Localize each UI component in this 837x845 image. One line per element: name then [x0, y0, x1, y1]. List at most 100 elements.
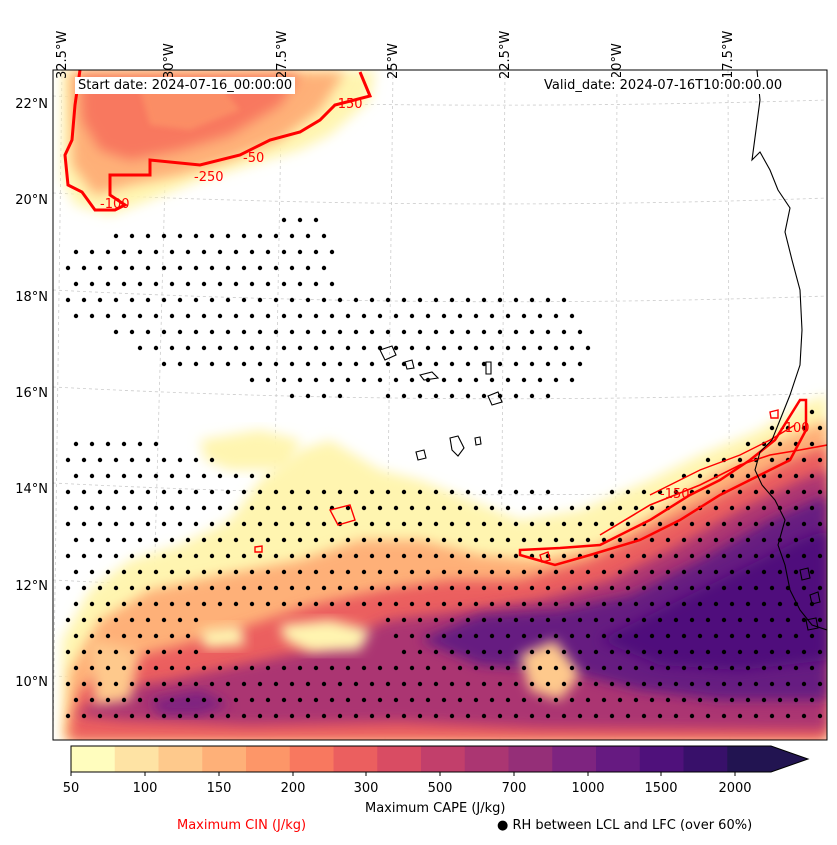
rh-dot	[809, 569, 815, 575]
rh-dot	[201, 473, 207, 479]
rh-dot	[521, 601, 527, 607]
rh-dot	[121, 569, 127, 575]
rh-dot	[345, 505, 351, 511]
rh-dot	[65, 265, 71, 271]
rh-dot	[321, 553, 327, 559]
rh-dot	[273, 713, 279, 719]
rh-dot	[617, 601, 623, 607]
rh-dot	[89, 569, 95, 575]
rh-dot	[745, 441, 751, 447]
rh-dot	[73, 665, 79, 671]
colorbar-segment	[246, 746, 291, 772]
rh-dot	[409, 345, 415, 351]
rh-dot	[369, 297, 375, 303]
rh-dot	[153, 537, 159, 543]
rh-dot	[321, 297, 327, 303]
rh-dot	[313, 665, 319, 671]
rh-dot	[353, 297, 359, 303]
rh-dot	[593, 649, 599, 655]
rh-dot	[265, 249, 271, 255]
rh-dot	[489, 569, 495, 575]
rh-dot	[361, 377, 367, 383]
rh-dot	[385, 489, 391, 495]
rh-dot	[593, 681, 599, 687]
rh-dot	[465, 393, 471, 399]
rh-dot	[337, 297, 343, 303]
rh-dot	[161, 713, 167, 719]
rh-dot	[297, 665, 303, 671]
rh-dot	[81, 617, 87, 623]
rh-dot	[473, 665, 479, 671]
rh-dot	[257, 265, 263, 271]
rh-dot	[713, 665, 719, 671]
rh-dot	[753, 585, 759, 591]
rh-dot	[601, 665, 607, 671]
rh-dot	[185, 537, 191, 543]
rh-dot	[697, 601, 703, 607]
rh-dot	[425, 601, 431, 607]
rh-dot	[505, 377, 511, 383]
rh-dot	[281, 313, 287, 319]
rh-dot	[809, 665, 815, 671]
rh-dot	[553, 537, 559, 543]
rh-dot	[553, 345, 559, 351]
rh-dot	[657, 617, 663, 623]
rh-dot	[561, 297, 567, 303]
rh-dot	[73, 281, 79, 287]
rh-dot	[817, 457, 823, 463]
rh-dot	[369, 521, 375, 527]
rh-dot	[737, 489, 743, 495]
rh-dot	[457, 569, 463, 575]
rh-dot	[513, 585, 519, 591]
rh-dot	[105, 665, 111, 671]
rh-dot	[521, 665, 527, 671]
rh-dot	[353, 713, 359, 719]
rh-dot	[793, 505, 799, 511]
rh-dot	[281, 601, 287, 607]
rh-dot	[481, 681, 487, 687]
rh-dot	[497, 361, 503, 367]
rh-dot	[577, 361, 583, 367]
rh-dot	[385, 329, 391, 335]
rh-dot	[257, 233, 263, 239]
rh-dot	[473, 697, 479, 703]
rh-dot	[201, 313, 207, 319]
rh-dot	[569, 377, 575, 383]
rh-dot	[353, 361, 359, 367]
island-sao-vicente	[404, 359, 415, 370]
rh-dot	[737, 617, 743, 623]
rh-dot	[521, 537, 527, 543]
rh-dot	[489, 665, 495, 671]
rh-dot	[337, 329, 343, 335]
rh-dot	[433, 361, 439, 367]
rh-dot	[417, 585, 423, 591]
rh-dot	[321, 265, 327, 271]
rh-dot	[113, 233, 119, 239]
rh-dot	[97, 681, 103, 687]
rh-dot	[401, 649, 407, 655]
rh-dot	[185, 601, 191, 607]
rh-dot	[473, 345, 479, 351]
rh-dot	[161, 297, 167, 303]
rh-dot	[553, 633, 559, 639]
rh-dot	[401, 553, 407, 559]
start-date-label: Start date: 2024-07-16_00:00:00	[75, 77, 296, 94]
rh-dot	[289, 489, 295, 495]
rh-dot	[169, 281, 175, 287]
rh-dot	[529, 297, 535, 303]
rh-dot	[65, 585, 71, 591]
rh-dot	[169, 505, 175, 511]
rh-dot	[569, 569, 575, 575]
colorbar-tick-labels: 50 100 150 200 300 500 700 1000 1500 200…	[0, 781, 837, 799]
rh-dot	[777, 633, 783, 639]
rh-dot	[713, 569, 719, 575]
rh-dot	[609, 553, 615, 559]
rh-dot	[609, 489, 615, 495]
rh-dot	[177, 233, 183, 239]
colorbar-segment	[333, 746, 378, 772]
rh-dot	[793, 537, 799, 543]
rh-dot	[577, 585, 583, 591]
rh-dot	[545, 585, 551, 591]
rh-dot	[545, 649, 551, 655]
rh-dot	[169, 249, 175, 255]
